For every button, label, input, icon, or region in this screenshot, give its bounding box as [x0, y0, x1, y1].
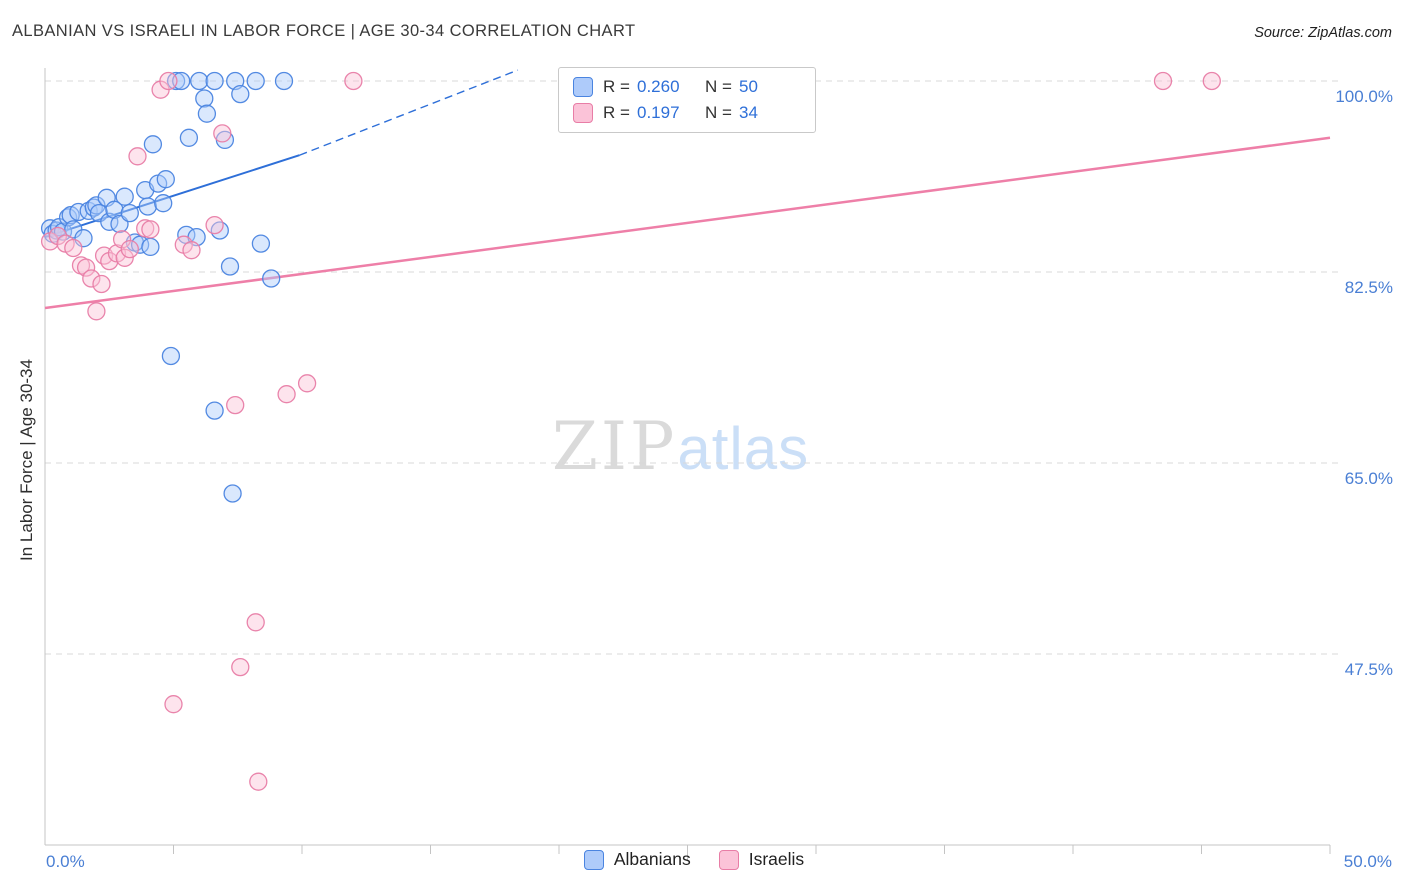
page-title: ALBANIAN VS ISRAELI IN LABOR FORCE | AGE…: [12, 22, 636, 40]
data-point-albanians: [172, 71, 191, 91]
data-point-israelis: [231, 657, 250, 677]
data-point-albanians: [251, 234, 271, 253]
data-point-israelis: [297, 374, 317, 393]
r-value-albanians: 0.260: [637, 77, 680, 96]
r-label: R =: [603, 103, 630, 122]
data-point-albanians: [223, 484, 242, 503]
y-tick-label-82-5: 82.5%: [1344, 278, 1393, 297]
legend-row-albanians: R = 0.260 N = 50: [573, 77, 801, 97]
data-point-israelis: [100, 251, 119, 271]
data-point-albanians: [246, 71, 265, 91]
x-tick-label-min: 0.0%: [46, 852, 85, 871]
data-point-israelis: [164, 695, 183, 714]
albanians-legend-label[interactable]: Albanians: [613, 849, 691, 869]
israelis-legend-swatch[interactable]: [718, 849, 739, 870]
data-point-israelis: [115, 248, 134, 267]
data-point-israelis: [277, 385, 296, 404]
data-point-israelis: [226, 395, 245, 415]
data-point-israelis: [249, 772, 268, 791]
series-legend: Albanians Israelis: [0, 849, 1406, 870]
albanians-legend-swatch[interactable]: [583, 849, 604, 870]
y-axis-label: In Labor Force | Age 30-34: [17, 359, 36, 561]
data-point-israelis: [182, 241, 201, 260]
data-point-albanians: [58, 208, 78, 227]
data-point-albanians: [166, 71, 186, 91]
data-point-albanians: [156, 170, 175, 189]
data-point-israelis: [128, 147, 147, 166]
data-point-israelis: [82, 269, 101, 288]
data-point-israelis: [92, 274, 111, 294]
albanians-swatch: [573, 77, 593, 97]
data-point-albanians: [105, 200, 124, 219]
data-point-albanians: [205, 71, 224, 91]
watermark-zip: ZIP: [552, 408, 678, 485]
data-point-israelis: [205, 215, 224, 235]
data-point-israelis: [112, 230, 132, 249]
data-point-albanians: [154, 194, 173, 213]
watermark-atlas: atlas: [677, 415, 810, 482]
data-point-israelis: [213, 124, 232, 143]
data-point-israelis: [159, 71, 178, 91]
data-point-israelis: [120, 239, 139, 259]
data-point-albanians: [143, 135, 163, 154]
israelis-swatch: [573, 103, 593, 123]
n-label: N =: [705, 77, 732, 96]
data-point-albanians: [205, 401, 224, 420]
trend-line-albanians: [44, 154, 300, 239]
data-point-albanians: [84, 198, 103, 217]
data-point-albanians: [262, 269, 281, 288]
data-point-israelis: [48, 226, 68, 246]
y-tick-label-100: 100.0%: [1335, 87, 1393, 106]
legend-row-israelis: R = 0.197 N = 34: [573, 103, 801, 123]
source-attribution: Source: ZipAtlas.com: [1254, 25, 1392, 41]
data-point-israelis: [64, 238, 83, 258]
data-point-israelis: [246, 613, 265, 632]
data-point-albanians: [220, 257, 240, 276]
data-point-albanians: [115, 187, 134, 206]
r-value-israelis: 0.197: [637, 103, 680, 122]
n-value-israelis: 34: [739, 103, 758, 122]
data-point-israelis: [344, 71, 363, 91]
n-label: N =: [705, 103, 732, 122]
data-point-albanians: [179, 128, 199, 147]
data-point-albanians: [141, 237, 160, 257]
data-point-albanians: [231, 84, 250, 104]
data-point-albanians: [161, 346, 181, 366]
data-point-israelis: [76, 258, 96, 277]
data-point-albanians: [210, 221, 229, 240]
n-value-albanians: 50: [739, 77, 758, 96]
legend-box: R = 0.260 N = 50 R = 0.197 N = 34: [558, 67, 816, 133]
watermark: ZIPatlas: [552, 408, 809, 485]
data-point-israelis: [141, 220, 160, 239]
data-point-albanians: [274, 71, 294, 91]
data-point-albanians: [120, 203, 139, 223]
data-point-israelis: [87, 302, 106, 321]
trend-line-israelis: [44, 136, 1331, 310]
x-tick-label-max: 50.0%: [1343, 852, 1392, 871]
r-label: R =: [603, 77, 630, 96]
trend-line-dashed-albanians: [299, 69, 519, 156]
data-point-albanians: [190, 71, 209, 91]
data-point-albanians: [195, 89, 214, 108]
y-tick-label-47-5: 47.5%: [1344, 660, 1393, 679]
data-point-israelis: [1202, 71, 1221, 91]
data-point-albanians: [197, 104, 217, 123]
y-tick-label-65: 65.0%: [1344, 469, 1393, 488]
data-point-israelis: [1153, 71, 1173, 91]
data-point-albanians: [138, 197, 157, 216]
israelis-legend-label[interactable]: Israelis: [748, 849, 805, 869]
